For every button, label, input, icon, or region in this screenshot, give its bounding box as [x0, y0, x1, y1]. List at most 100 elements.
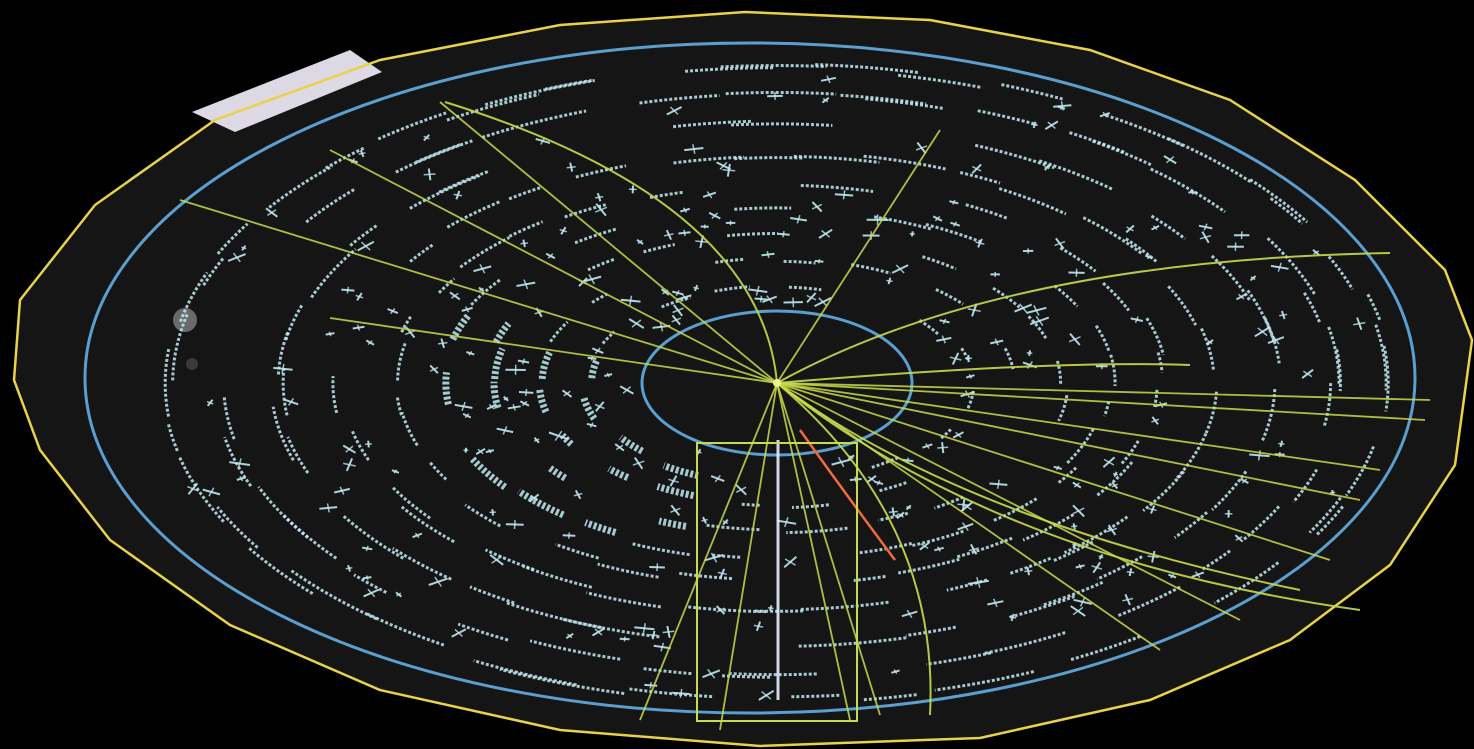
- hit-arc: [473, 659, 577, 687]
- hit-arc: [1063, 515, 1129, 554]
- hit-cross: [711, 212, 719, 219]
- hit-cross: [594, 195, 604, 199]
- hit-arc: [714, 285, 750, 293]
- hit-cross: [683, 229, 686, 237]
- hit-arc: [974, 143, 1055, 170]
- hit-cross: [906, 505, 912, 510]
- hit-cross: [941, 335, 946, 344]
- straight-track: [776, 382, 881, 716]
- hit-arc: [878, 511, 909, 522]
- hit-cross: [1152, 225, 1158, 231]
- hit-cross: [796, 214, 801, 224]
- hit-cross: [423, 135, 430, 140]
- hit-cross: [1250, 276, 1256, 281]
- straight-track: [776, 382, 1381, 471]
- particle-tracks: [179, 101, 1431, 731]
- hit-cross: [701, 518, 708, 522]
- hit-cross: [806, 294, 817, 301]
- hit-arc: [1038, 159, 1114, 191]
- hit-arc: [1249, 178, 1309, 224]
- hit-arc: [934, 670, 1035, 692]
- hit-cross: [547, 253, 554, 259]
- hit-cross: [642, 623, 647, 634]
- hit-cross: [1072, 507, 1085, 515]
- hit-arc: [1327, 255, 1354, 291]
- hit-arc: [178, 456, 225, 523]
- hit-arc: [508, 220, 544, 238]
- yellow-rectangular-frame: [696, 442, 858, 722]
- hit-cross: [281, 363, 285, 374]
- hit-cross: [821, 229, 831, 238]
- hit-arc: [1092, 139, 1153, 167]
- hit-arc: [490, 381, 502, 409]
- hit-cross: [488, 403, 495, 410]
- hit-cross: [994, 338, 999, 346]
- hit-arc: [1263, 317, 1281, 364]
- hit-cross: [239, 476, 244, 482]
- hit-arc: [853, 574, 886, 582]
- hit-arc: [998, 187, 1067, 216]
- hit-arc: [223, 436, 253, 487]
- hit-arc: [800, 184, 874, 193]
- hit-cross: [1054, 240, 1066, 247]
- hit-cross: [429, 366, 439, 372]
- hit-cross: [693, 286, 700, 290]
- hit-cross: [520, 242, 528, 245]
- hit-arc: [392, 546, 452, 581]
- hit-cross: [766, 251, 770, 258]
- hit-arc: [400, 505, 455, 544]
- hit-arc: [926, 651, 992, 666]
- hit-arc: [409, 174, 481, 210]
- hit-arc: [470, 278, 502, 306]
- hit-cross: [897, 512, 904, 518]
- hit-arc: [257, 485, 309, 539]
- hit-cross: [722, 168, 736, 172]
- hit-cross: [622, 386, 632, 394]
- hit-arc: [722, 674, 771, 679]
- hit-arc: [1167, 137, 1253, 184]
- hit-arc: [396, 341, 408, 381]
- hit-arc: [166, 423, 179, 452]
- hit-arc: [1200, 549, 1231, 572]
- hit-arc: [597, 562, 659, 579]
- hit-cross: [1019, 303, 1028, 313]
- hit-arc: [618, 434, 644, 455]
- hit-arc: [639, 94, 720, 105]
- hit-cross: [722, 520, 729, 524]
- hit-arc: [1102, 281, 1130, 312]
- hit-cross: [1199, 234, 1212, 240]
- hit-cross: [1277, 262, 1282, 272]
- hit-arc: [575, 164, 627, 179]
- hit-arc: [400, 314, 413, 333]
- hit-cross: [967, 308, 981, 312]
- hit-arc: [783, 259, 816, 265]
- hit-cross: [1098, 555, 1104, 559]
- curved-track: [776, 252, 1391, 384]
- hit-arc: [1065, 428, 1095, 465]
- hit-cross: [706, 191, 713, 199]
- hit-arc: [861, 693, 917, 702]
- hit-cross: [668, 478, 679, 484]
- hit-arc: [1382, 345, 1390, 412]
- hit-cross: [206, 400, 214, 405]
- hit-arc: [1303, 291, 1322, 324]
- hit-arc: [1003, 347, 1015, 370]
- straight-track: [776, 382, 1161, 651]
- hit-arc: [484, 79, 595, 107]
- hit-cross: [453, 193, 463, 197]
- hit-cross: [266, 209, 277, 217]
- hit-arc: [658, 517, 687, 530]
- hit-cross: [1278, 442, 1285, 445]
- hit-arc: [725, 90, 837, 96]
- hit-cross: [524, 388, 528, 397]
- hit-cross: [1035, 315, 1044, 327]
- hit-arc: [897, 557, 960, 575]
- hit-arc: [395, 396, 403, 416]
- hit-arc: [1059, 246, 1097, 273]
- hit-cross: [961, 503, 972, 511]
- hit-cross: [533, 438, 540, 442]
- hit-cross: [1235, 535, 1243, 541]
- hit-arc: [246, 545, 314, 595]
- hit-cross: [1170, 573, 1175, 579]
- hit-arc: [1322, 383, 1333, 427]
